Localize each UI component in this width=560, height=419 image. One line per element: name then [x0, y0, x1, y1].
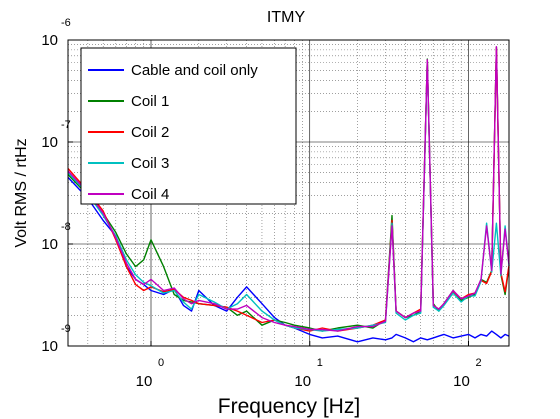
- legend-label-1: Cable and coil only: [131, 62, 258, 79]
- legend: Cable and coil only Coil 1 Coil 2 Coil 3 Coi…: [80, 47, 297, 205]
- x-tick-label-base: 10: [136, 373, 153, 390]
- y-tick-label-base: 10: [41, 134, 58, 151]
- y-tick-label-exp: -7: [61, 119, 71, 131]
- legend-label-5: Coil 4: [131, 186, 169, 203]
- y-tick-label-exp: -9: [61, 323, 71, 335]
- x-tick-label-exp: 0: [158, 357, 164, 369]
- x-axis-label: Frequency [Hz]: [218, 395, 360, 418]
- x-tick-label-exp: 1: [317, 357, 323, 369]
- x-tick-label-exp: 2: [475, 357, 481, 369]
- x-tick-label-base: 10: [294, 373, 311, 390]
- legend-label-2: Coil 1: [131, 93, 169, 110]
- series-line-5: [67, 46, 510, 332]
- plot-frame: [67, 39, 510, 347]
- y-tick-label-base: 10: [41, 236, 58, 253]
- chart-title: ITMY: [267, 9, 306, 26]
- series-line-4: [67, 61, 510, 332]
- legend-label-3: Coil 2: [131, 124, 169, 141]
- x-tick-label-base: 10: [453, 373, 470, 390]
- y-tick-label-base: 10: [41, 338, 58, 355]
- y-tick-label-base: 10: [41, 32, 58, 49]
- legend-label-4: Coil 3: [131, 155, 169, 172]
- y-tick-label-exp: -8: [61, 221, 71, 233]
- y-tick-label-exp: -6: [61, 17, 71, 29]
- series-line-1: [67, 176, 510, 343]
- legend-box: [80, 47, 297, 205]
- y-axis-label: Volt RMS / rtHz: [13, 138, 30, 247]
- plot-lines: [67, 46, 510, 343]
